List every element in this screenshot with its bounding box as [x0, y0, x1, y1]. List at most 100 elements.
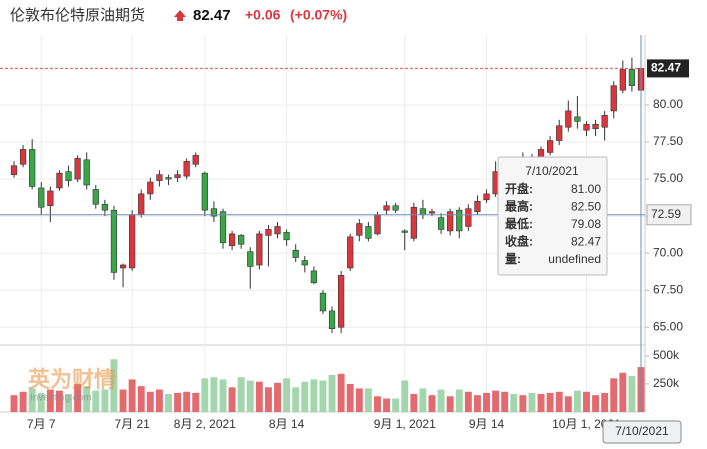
candle-body — [238, 235, 245, 245]
tooltip-value: 82.47 — [571, 235, 601, 249]
candle-body — [119, 264, 127, 269]
volume-bar — [401, 380, 409, 412]
volume-bar — [128, 379, 136, 412]
candle-body — [601, 115, 608, 128]
volume-bar — [237, 377, 245, 412]
tooltip-date: 7/10/2021 — [525, 164, 579, 178]
candle-body — [401, 230, 408, 233]
candle-body — [374, 214, 381, 235]
candle-body — [474, 200, 481, 212]
candle-body — [65, 171, 72, 181]
candle-body — [147, 181, 154, 195]
candle-body — [574, 116, 581, 122]
volume-bar — [364, 388, 372, 412]
volume-bar — [483, 392, 490, 412]
candle-body — [338, 275, 345, 328]
candle-body — [592, 123, 599, 130]
volume-bar — [137, 386, 145, 412]
volume-bar — [555, 391, 563, 412]
volume-bar — [610, 378, 618, 412]
candle-body — [83, 159, 90, 186]
volume-bar — [601, 392, 609, 412]
volume-bar — [573, 390, 581, 412]
last-price: 82.47 — [193, 7, 231, 24]
y-tick-label: 70.00 — [653, 245, 683, 259]
x-tick-label: 8月 2, 2021 — [174, 417, 236, 431]
candle-body — [556, 125, 563, 141]
volume-bar — [310, 379, 318, 412]
volume-bar — [564, 396, 572, 412]
volume-bar — [301, 381, 309, 412]
candle-body — [56, 172, 63, 189]
tooltip-label: 最低: — [505, 216, 533, 231]
candle-body — [110, 209, 118, 273]
volume-bar — [283, 378, 291, 412]
candle-body — [156, 174, 163, 181]
candle-body — [447, 211, 454, 232]
candle-body — [628, 69, 636, 87]
volume-bar — [583, 391, 590, 412]
volume-bar — [337, 373, 345, 412]
volume-bar — [473, 395, 481, 412]
x-tick-label: 7月 21 — [114, 417, 150, 431]
candle-body — [456, 209, 463, 232]
volume-bar — [92, 390, 100, 412]
candle-body — [301, 260, 308, 266]
candle-body — [10, 165, 18, 175]
volume-bar — [374, 396, 381, 412]
volume-bar — [219, 379, 227, 412]
change: +0.06 — [245, 7, 281, 23]
crosshair-price-label: 72.59 — [651, 207, 681, 221]
watermark: 英为财情 — [28, 367, 116, 392]
x-tick-label: 9月 1, 2021 — [374, 417, 436, 431]
chart-title: 伦敦布伦特原油期货 — [10, 7, 145, 24]
candle-body — [383, 205, 390, 211]
candle-body — [138, 193, 145, 215]
candle-body — [292, 249, 299, 258]
volume-bar — [346, 383, 354, 412]
candle-body — [328, 310, 336, 330]
volume-bar — [37, 392, 45, 412]
volume-bar — [46, 389, 54, 412]
volume-bar — [165, 394, 172, 412]
y-tick-label: 75.00 — [653, 171, 683, 185]
candle-body — [256, 233, 263, 266]
volume-bar — [65, 394, 72, 412]
watermark-sub: Investing.com — [30, 393, 92, 404]
volume-bar — [355, 388, 363, 412]
volume-bar — [510, 394, 518, 412]
up-arrow — [174, 10, 186, 21]
candle-body — [583, 123, 590, 131]
candle-body — [129, 214, 136, 269]
candle-body — [38, 187, 45, 208]
x-tick-label: 9月 14 — [469, 417, 505, 431]
tooltip-box — [497, 156, 608, 276]
candle-body — [92, 189, 99, 205]
volume-bar — [592, 395, 600, 412]
crosshair-date-label: 7/10/2021 — [615, 424, 669, 438]
volume-bar — [228, 387, 236, 412]
candle-body — [619, 69, 626, 91]
volume-bar — [437, 389, 445, 412]
candle-body — [437, 217, 445, 230]
volume-bar — [492, 390, 500, 412]
candle-body — [247, 251, 254, 267]
volume-bar — [183, 391, 191, 412]
candle-body — [365, 226, 372, 239]
volume-bar — [192, 392, 200, 412]
candle-body — [283, 232, 290, 241]
candle-body — [465, 208, 472, 227]
volume-bar — [201, 378, 209, 412]
volume-bar — [501, 391, 509, 412]
candle-body — [174, 174, 181, 178]
volume-bar — [101, 389, 109, 412]
volume-bar — [264, 387, 272, 412]
last-price-box — [647, 59, 689, 78]
candle-body — [565, 110, 572, 128]
volume-bar — [464, 391, 472, 412]
candle-body — [356, 223, 363, 236]
volume-bar — [537, 394, 545, 412]
candle-body — [74, 158, 81, 180]
volume-bar — [55, 390, 63, 412]
y-tick-label: 67.50 — [653, 282, 683, 296]
